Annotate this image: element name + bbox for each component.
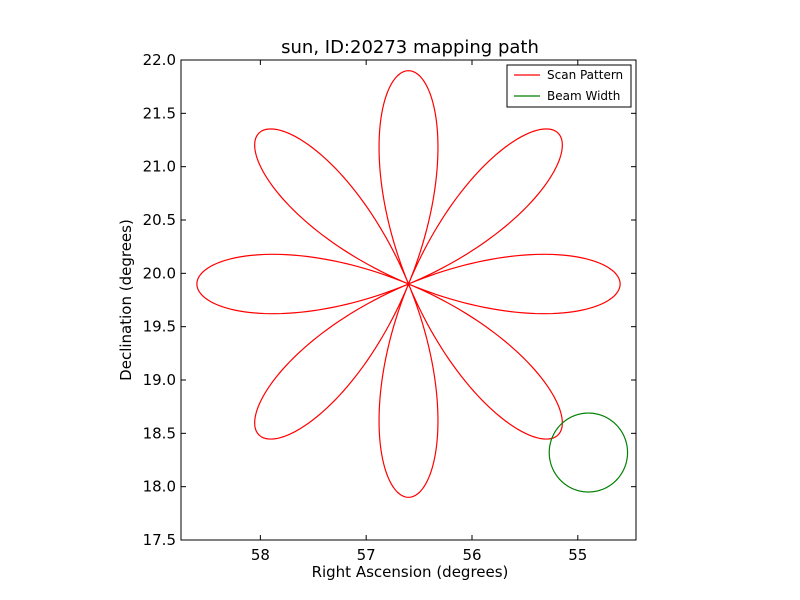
y-tick-label: 19.0	[143, 371, 176, 389]
y-tick-label: 20.5	[143, 211, 176, 229]
legend-label-beam-width: Beam Width	[547, 89, 620, 103]
y-tick-label: 21.5	[143, 104, 176, 122]
chart-title: sun, ID:20273 mapping path	[281, 37, 539, 58]
legend: Scan Pattern Beam Width	[506, 64, 632, 108]
x-tick-label: 57	[357, 546, 376, 564]
legend-box	[506, 64, 632, 108]
y-axis-label: Declination (degrees)	[117, 219, 135, 381]
x-tick-label: 58	[251, 546, 270, 564]
plot-series	[196, 70, 629, 498]
series-scan-pattern	[196, 70, 621, 498]
plot-frame	[180, 59, 637, 541]
y-tick-label: 21.0	[143, 158, 176, 176]
y-tick-label: 18.0	[143, 478, 176, 496]
x-tick-label: 56	[462, 546, 481, 564]
y-tick-label: 18.5	[143, 424, 176, 442]
legend-label-scan-pattern: Scan Pattern	[547, 68, 623, 82]
y-tick-label: 20.0	[143, 264, 176, 282]
x-tick-label: 55	[568, 546, 587, 564]
y-tick-label: 17.5	[143, 531, 176, 549]
x-axis-label: Right Ascension (degrees)	[312, 563, 509, 581]
x-axis: 58 57 56 55	[251, 60, 587, 564]
y-tick-label: 19.5	[143, 318, 176, 336]
y-axis: 17.5 18.0 18.5 19.0 19.5 20.0 20.5 21.0 21.5 22.0	[143, 51, 636, 549]
y-tick-label: 22.0	[143, 51, 176, 69]
series-beam-width	[548, 412, 629, 493]
